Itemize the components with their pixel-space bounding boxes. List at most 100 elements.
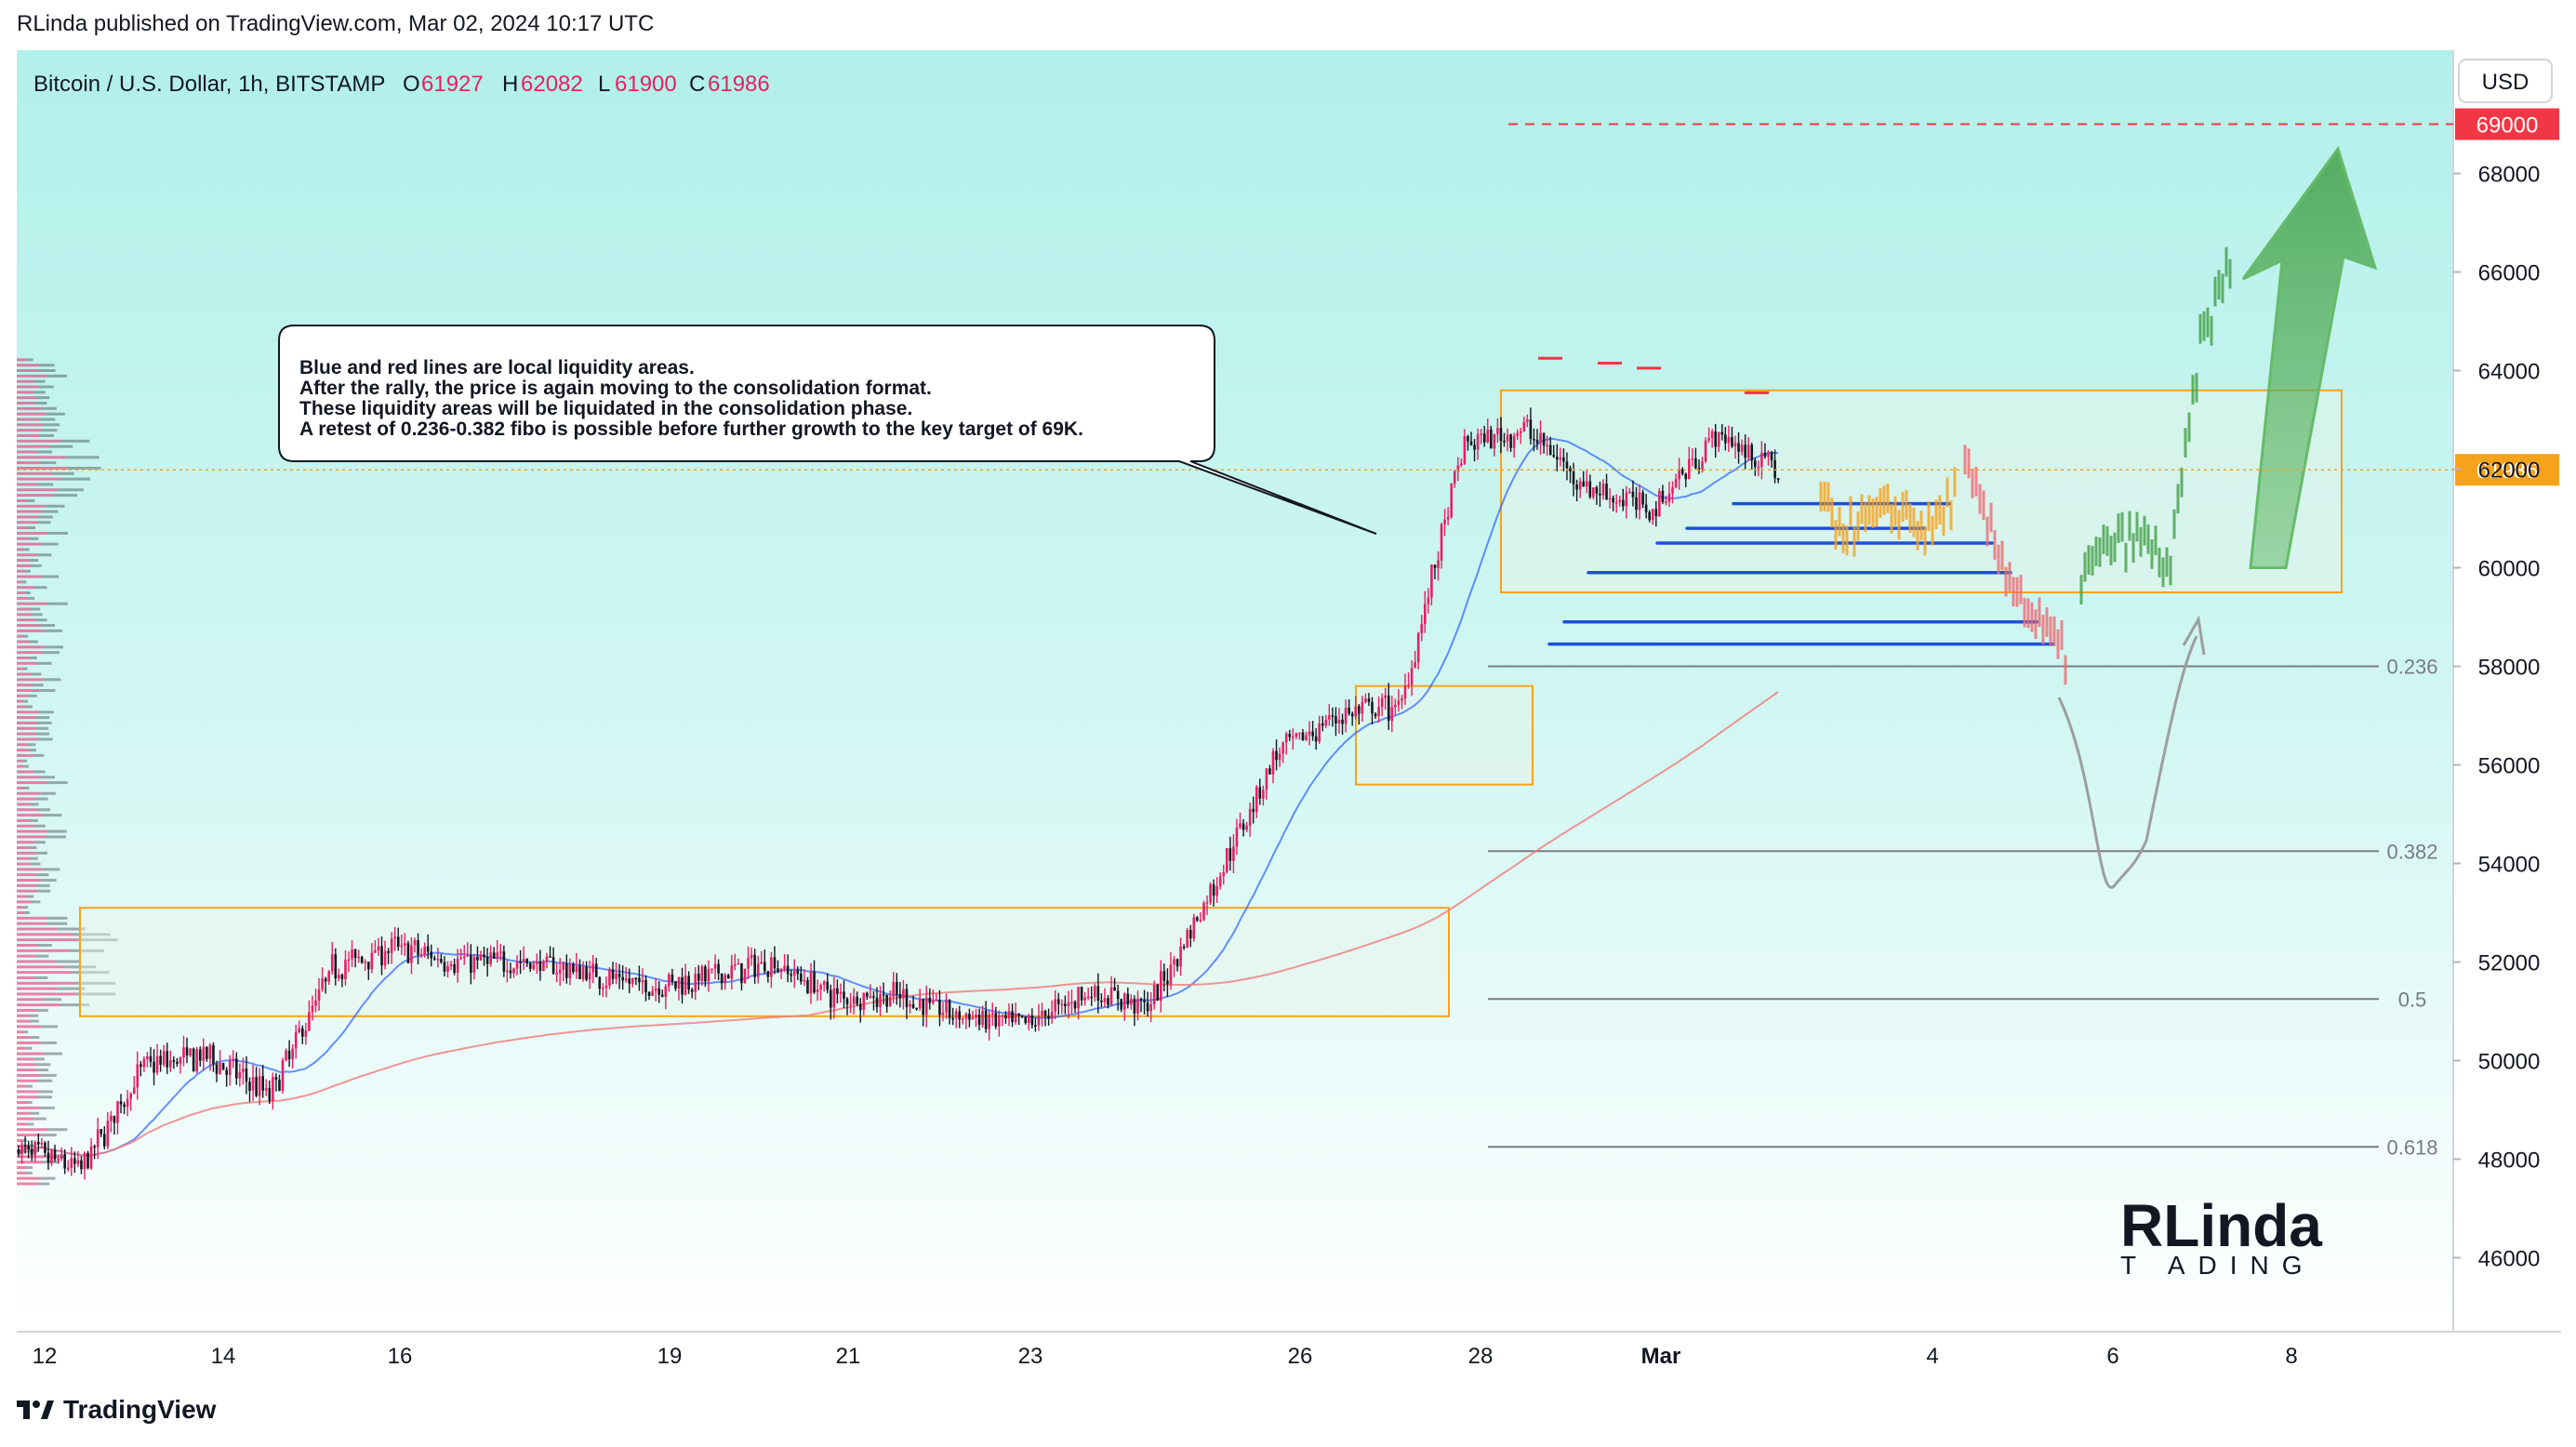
candle-body bbox=[1301, 732, 1305, 741]
candle-body bbox=[1767, 452, 1770, 458]
volume-bar bbox=[17, 548, 25, 551]
candle-body bbox=[1374, 713, 1377, 717]
candle-body bbox=[1707, 438, 1710, 441]
candle-body bbox=[1361, 702, 1364, 714]
candle-body bbox=[909, 1003, 911, 1007]
price-tick-label: 54000 bbox=[2478, 853, 2541, 878]
chart-container[interactable]: Bitcoin / U.S. Dollar, 1h, BITSTAMP O 61… bbox=[17, 50, 2561, 1380]
volume-bar bbox=[17, 418, 40, 421]
candle-body bbox=[27, 1145, 30, 1149]
candle-body bbox=[30, 1148, 33, 1156]
volume-bar bbox=[17, 879, 41, 883]
volume-bar bbox=[75, 981, 116, 985]
time-axis-background bbox=[17, 1332, 2561, 1380]
candle-body bbox=[1595, 487, 1599, 494]
symbol-name: Bitcoin / U.S. Dollar, 1h, BITSTAMP bbox=[33, 72, 385, 97]
volume-bar bbox=[32, 564, 42, 567]
tradingview-footer[interactable]: TradingView bbox=[17, 1395, 216, 1425]
candle-body bbox=[1516, 432, 1519, 436]
candle-body bbox=[353, 949, 357, 958]
candle-body bbox=[321, 978, 324, 989]
candle-body bbox=[248, 1082, 251, 1091]
annotation-callout[interactable]: Blue and red lines are local liquidity a… bbox=[278, 325, 1377, 535]
annotation-line-4: A retest of 0.236-0.382 fibo is possible… bbox=[299, 418, 1083, 440]
candle-body bbox=[1737, 443, 1740, 452]
candle-body bbox=[506, 970, 509, 973]
volume-bar bbox=[17, 873, 36, 877]
volume-bar bbox=[36, 732, 50, 736]
candle-body bbox=[1205, 902, 1209, 904]
candle-body bbox=[228, 1060, 232, 1075]
candle-body bbox=[1103, 998, 1107, 1002]
volume-bar bbox=[17, 559, 30, 563]
candle-body bbox=[89, 1146, 93, 1169]
candle-body bbox=[390, 938, 393, 953]
volume-bar bbox=[17, 537, 31, 540]
candle-body bbox=[1341, 719, 1344, 724]
price-chart[interactable]: Bitcoin / U.S. Dollar, 1h, BITSTAMP O 61… bbox=[17, 50, 2561, 1380]
volume-bar bbox=[60, 477, 91, 481]
candle-body bbox=[76, 1160, 80, 1164]
candle-body bbox=[1073, 1002, 1077, 1009]
candle-body bbox=[964, 1014, 968, 1019]
candle-body bbox=[1096, 986, 1100, 1001]
candle-body bbox=[1348, 708, 1350, 714]
volume-bar bbox=[17, 591, 25, 595]
candle-body bbox=[1020, 1016, 1024, 1017]
candle-body bbox=[1612, 498, 1614, 503]
candle-body bbox=[697, 974, 700, 981]
candle-body bbox=[396, 936, 400, 947]
volume-bar bbox=[17, 732, 37, 736]
candle-body bbox=[1770, 452, 1773, 460]
volume-bar bbox=[17, 613, 33, 617]
candle-body bbox=[1559, 457, 1562, 460]
volume-bar bbox=[17, 1063, 37, 1067]
volume-bar bbox=[39, 1106, 55, 1109]
candle-body bbox=[1496, 428, 1499, 434]
candle-body bbox=[1651, 509, 1654, 521]
candle-body bbox=[470, 954, 472, 973]
candle-body bbox=[400, 945, 404, 948]
volume-bar bbox=[27, 498, 35, 502]
candle-body bbox=[1030, 1015, 1034, 1026]
volume-bar bbox=[50, 445, 73, 448]
volume-bar bbox=[17, 1073, 41, 1077]
candle-body bbox=[1192, 917, 1196, 939]
volume-bar bbox=[39, 364, 55, 367]
volume-bar bbox=[17, 900, 32, 904]
candle-body bbox=[958, 1011, 962, 1020]
open-value: 61927 bbox=[421, 72, 484, 97]
volume-bar bbox=[17, 786, 25, 790]
candle-body bbox=[585, 966, 588, 980]
volume-bar bbox=[24, 786, 30, 790]
volume-bar bbox=[25, 1046, 33, 1050]
volume-bar bbox=[17, 743, 29, 747]
candle-body bbox=[96, 1129, 100, 1148]
candle-body bbox=[879, 993, 882, 1008]
volume-bar bbox=[17, 1069, 36, 1072]
candle-body bbox=[674, 981, 677, 989]
candle-body bbox=[162, 1051, 166, 1065]
volume-bar bbox=[23, 906, 29, 909]
currency-button[interactable]: USD bbox=[2458, 59, 2553, 103]
candle-body bbox=[1552, 455, 1556, 458]
volume-bar bbox=[46, 922, 68, 925]
candle-body bbox=[1476, 433, 1480, 450]
volume-bar bbox=[17, 764, 24, 768]
candle-body bbox=[66, 1167, 70, 1170]
candle-body bbox=[459, 957, 462, 960]
volume-bar bbox=[23, 634, 29, 638]
candle-body bbox=[994, 1013, 998, 1027]
volume-bar bbox=[17, 645, 45, 649]
volume-bar bbox=[27, 596, 35, 600]
candle-body bbox=[1143, 1000, 1146, 1002]
volume-bar bbox=[17, 981, 76, 985]
price-tick-label: 58000 bbox=[2478, 656, 2541, 681]
candle-body bbox=[1443, 519, 1446, 524]
candle-body bbox=[1569, 468, 1572, 471]
volume-bar bbox=[46, 374, 68, 378]
volume-bar bbox=[40, 429, 58, 432]
time-tick-label: 23 bbox=[1018, 1344, 1043, 1369]
candle-body bbox=[1166, 980, 1169, 985]
candle-body bbox=[1714, 431, 1717, 447]
